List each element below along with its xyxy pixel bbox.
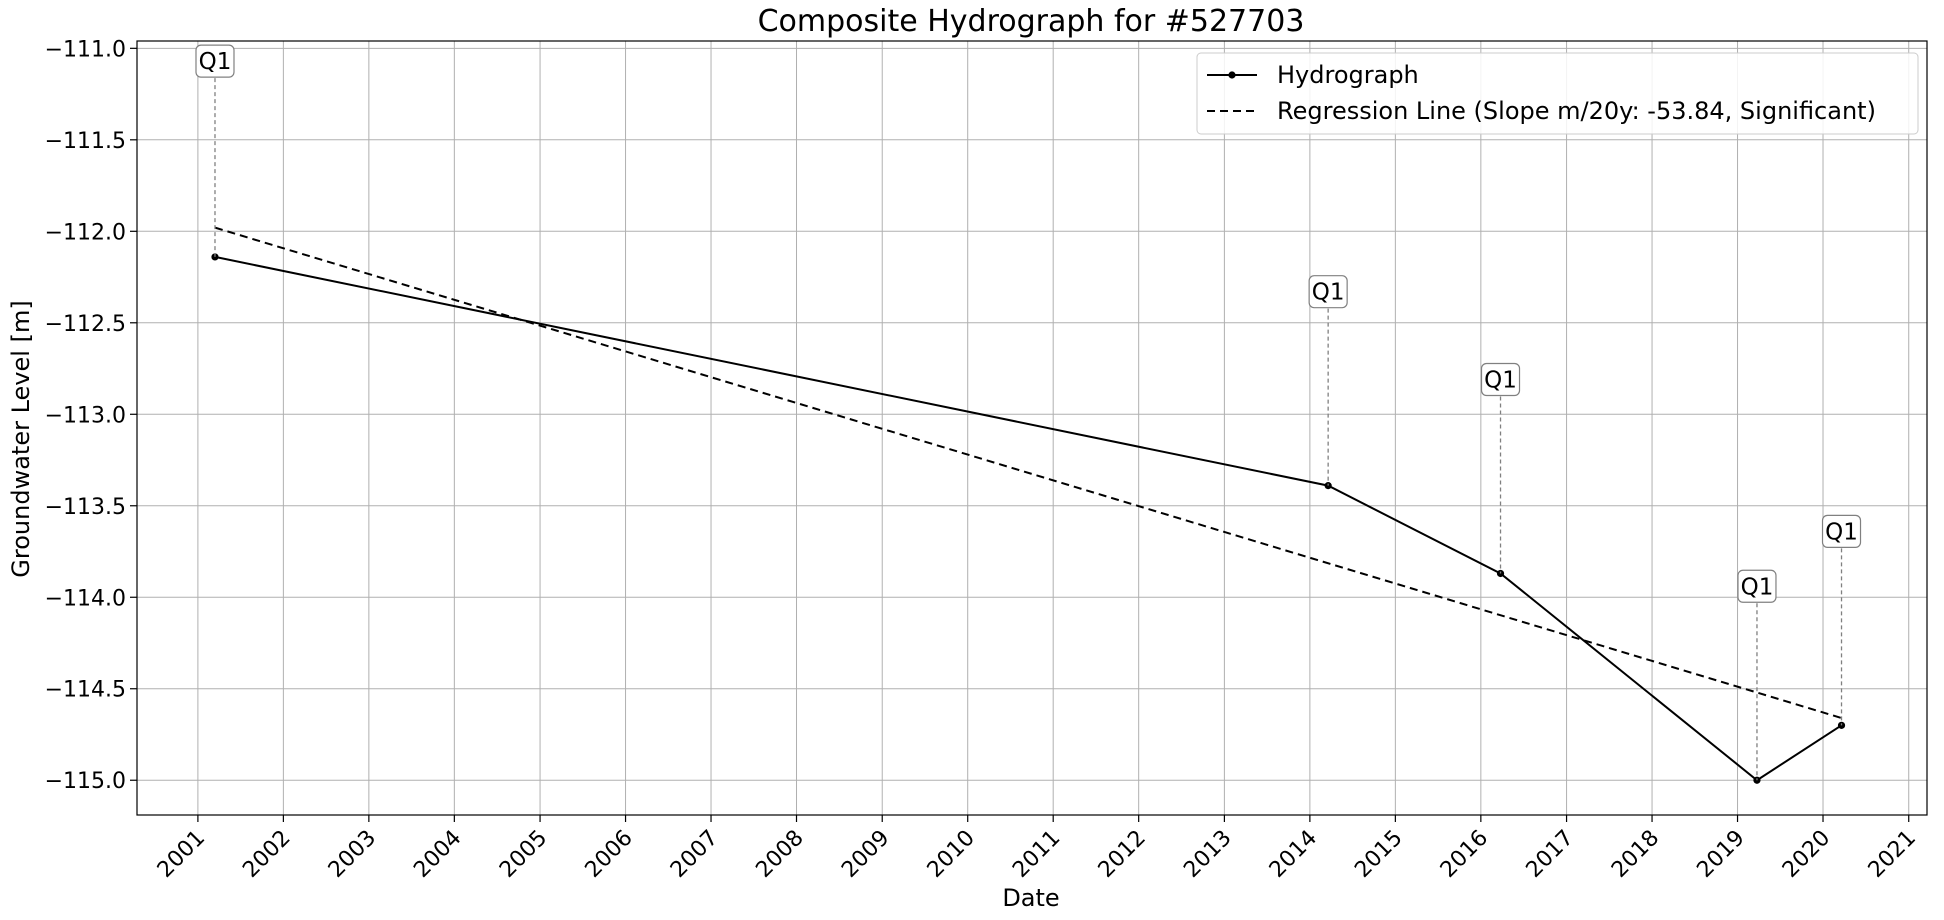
legend: Hydrograph Regression Line (Slope m/20y: … [1196,52,1919,135]
y-axis-ticks: −111.0 −111.5 −112.0 −112.5 −113.0 −113.5 −114… [45,37,137,794]
hydrograph-point [1496,569,1505,578]
x-tick-label: 2018 [1607,826,1664,883]
y-tick-label: −113.0 [45,403,126,428]
y-tick-label: −115.0 [45,769,126,794]
x-tick-label: 2015 [1350,826,1407,883]
annotation-box [1308,275,1348,309]
x-tick-label: 2008 [751,826,808,883]
legend-frame [1196,52,1919,135]
y-tick-label: −111.0 [45,37,126,62]
annotation-box [1480,362,1521,397]
y-axis-label: Groundwater Level [m] [7,300,35,577]
hydrograph-line [214,255,1843,782]
y-tick-label: −112.5 [45,312,126,337]
x-tick-label: 2012 [1094,826,1151,883]
annotation-label: Q1 [199,49,232,75]
annotation-box [195,44,235,78]
x-tick-label: 2019 [1692,826,1749,883]
hydrograph-point [1753,776,1761,784]
y-tick-label: −112.0 [45,220,126,245]
y-tick-label: −114.5 [45,678,126,703]
y-tick-label: −113.5 [45,495,126,520]
x-axis-ticks: 2001 2002 2003 2004 2005 2006 2007 2008 2009 2010… [153,815,1921,883]
x-tick-label: 2001 [153,826,210,883]
x-tick-label: 2007 [666,826,723,883]
annotation-label: Q1 [1484,368,1517,394]
x-tick-label: 2009 [837,826,894,883]
y-tick-label: −111.5 [45,129,126,154]
legend-marker-hydrograph [1228,71,1236,79]
x-tick-label: 2004 [409,826,466,883]
annotations-layer: Q1 Q1 Q1 Q1 Q1 [195,44,1862,781]
x-tick-label: 2016 [1436,826,1493,883]
x-tick-label: 2014 [1265,826,1322,883]
legend-label-hydrograph: Hydrograph [1277,61,1419,89]
annotation-label: Q1 [1312,280,1345,306]
regression-line [214,226,1842,719]
x-tick-label: 2011 [1008,826,1065,883]
x-tick-label: 2017 [1522,826,1579,883]
x-tick-label: 2006 [581,826,638,883]
x-tick-label: 2003 [324,826,381,883]
x-tick-label: 2002 [238,826,295,883]
x-axis-label: Date [1002,884,1059,912]
legend-label-regression: Regression Line (Slope m/20y: -53.84, Si… [1277,97,1876,125]
chart-title: Composite Hydrograph for #527703 [758,4,1305,39]
annotation-label: Q1 [1741,574,1774,600]
grid [137,41,1927,815]
plot-frame [136,40,1928,816]
x-tick-label: 2013 [1179,826,1236,883]
x-tick-label: 2021 [1864,826,1921,883]
annotation-box [1737,569,1777,603]
x-tick-label: 2020 [1778,826,1835,883]
annotation-label: Q1 [1825,519,1858,545]
annotation-box [1821,514,1862,548]
x-tick-label: 2005 [495,826,552,883]
y-tick-label: −114.0 [45,586,126,611]
x-tick-label: 2010 [923,826,980,883]
